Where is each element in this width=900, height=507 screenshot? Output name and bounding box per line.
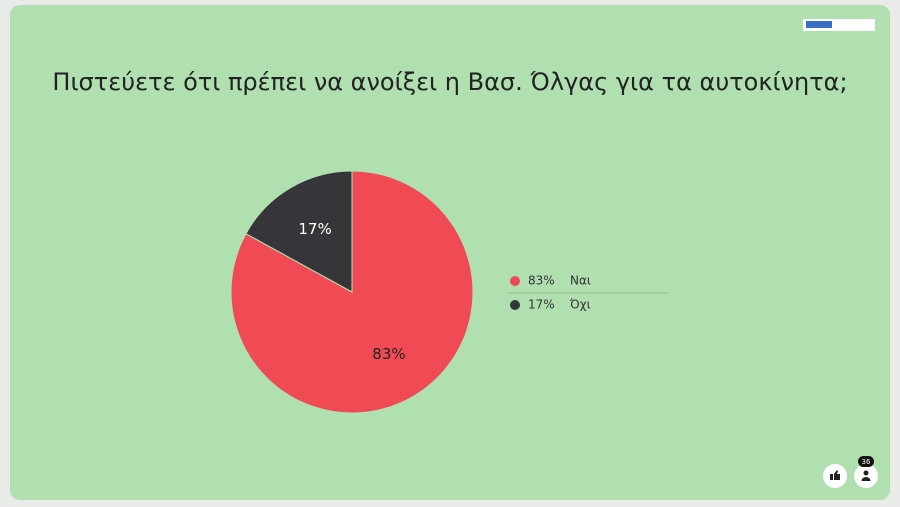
legend-value: 17% <box>528 298 555 312</box>
legend-marker <box>510 276 520 286</box>
person-icon <box>863 470 869 476</box>
chart-title: Πιστεύετε ότι πρέπει να ανοίξει η Βασ. Ό… <box>52 68 847 96</box>
participants-badge <box>858 456 874 467</box>
legend-value: 83% <box>528 274 555 288</box>
like-icon <box>830 470 840 480</box>
legend: 83% Ναι 17% Όχι <box>508 274 668 312</box>
logo-mark <box>806 21 832 28</box>
participants-count: 36 <box>862 458 871 466</box>
legend-label: Ναι <box>570 274 591 288</box>
legend-label: Όχι <box>569 298 591 312</box>
slice-label: 17% <box>298 220 331 238</box>
person-icon <box>861 477 871 481</box>
legend-marker <box>510 300 520 310</box>
slice-label: 83% <box>372 345 405 363</box>
participants-button[interactable] <box>854 464 878 488</box>
pie-slice <box>245 170 353 293</box>
pie: 83% 17% <box>230 170 474 414</box>
